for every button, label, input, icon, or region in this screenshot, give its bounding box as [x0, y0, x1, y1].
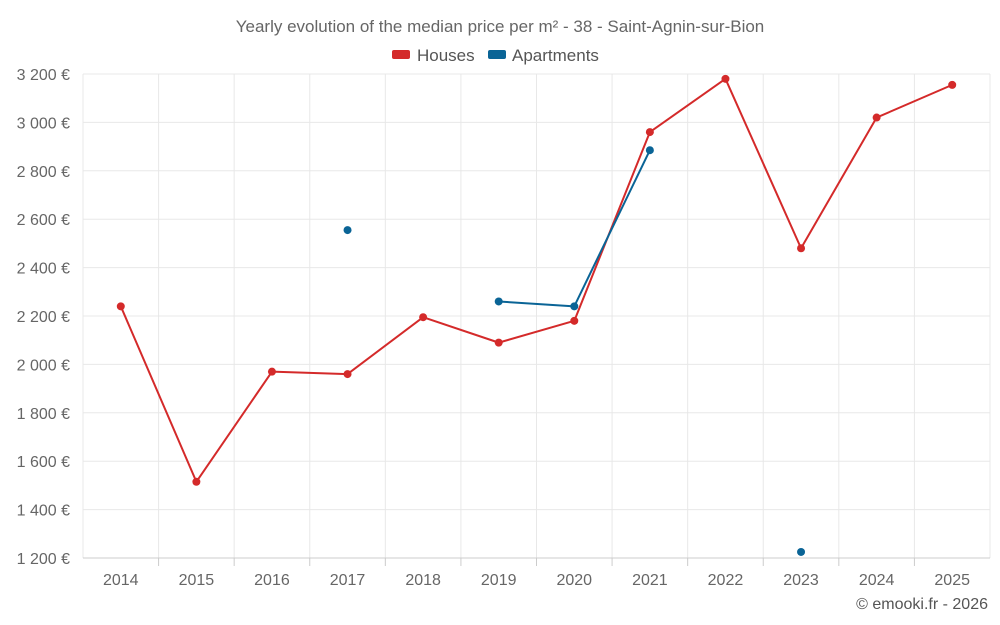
x-tick-label: 2021 — [632, 572, 668, 589]
legend-label-apartments[interactable]: Apartments — [512, 46, 599, 65]
y-tick-label: 1 800 € — [17, 406, 70, 423]
legend-swatch-houses — [392, 50, 410, 59]
x-axis-labels: 2014 2015 2016 2017 2018 2019 2020 2021 2022 2023… — [103, 572, 970, 589]
x-tick-label: 2019 — [481, 572, 517, 589]
y-tick-label: 3 200 € — [17, 67, 70, 84]
series-apartments — [343, 146, 806, 556]
data-point-houses-2018[interactable] — [419, 313, 428, 322]
series-houses — [116, 74, 957, 486]
y-tick-label: 2 400 € — [17, 261, 70, 278]
data-point-houses-2015[interactable] — [192, 477, 201, 486]
y-tick-label: 2 800 € — [17, 164, 70, 181]
data-point-houses-2022[interactable] — [721, 74, 730, 83]
x-tick-label: 2017 — [330, 572, 366, 589]
x-gridlines — [82, 74, 991, 566]
y-tick-label: 3 000 € — [17, 115, 70, 132]
data-point-houses-2017[interactable] — [343, 370, 352, 379]
x-tick-label: 2020 — [556, 572, 592, 589]
legend-swatch-apartments — [488, 50, 506, 59]
data-point-houses-2021[interactable] — [645, 128, 654, 137]
data-point-houses-2025[interactable] — [948, 80, 957, 89]
y-tick-label: 2 000 € — [17, 357, 70, 374]
data-point-houses-2019[interactable] — [494, 338, 503, 347]
y-tick-label: 1 600 € — [17, 454, 70, 471]
data-point-apartments-2023[interactable] — [797, 547, 806, 556]
legend: Houses Apartments — [392, 46, 599, 65]
x-tick-label: 2015 — [179, 572, 215, 589]
credit-text: © emooki.fr - 2026 — [856, 596, 988, 613]
data-point-houses-2020[interactable] — [570, 316, 579, 325]
x-tick-label: 2025 — [934, 572, 970, 589]
data-point-houses-2024[interactable] — [872, 113, 881, 122]
data-point-houses-2023[interactable] — [797, 244, 806, 253]
data-point-apartments-2021[interactable] — [645, 146, 654, 155]
data-point-apartments-2017[interactable] — [343, 226, 352, 235]
y-axis-labels: 1 200 € 1 400 € 1 600 € 1 800 € 2 000 € 2 200… — [17, 67, 70, 568]
x-tick-label: 2018 — [405, 572, 441, 589]
y-tick-label: 1 400 € — [17, 503, 70, 520]
x-tick-label: 2016 — [254, 572, 290, 589]
chart-title: Yearly evolution of the median price per… — [236, 17, 765, 36]
x-tick-label: 2023 — [783, 572, 819, 589]
x-tick-label: 2014 — [103, 572, 139, 589]
series-line-apartments — [498, 149, 651, 308]
series-line-houses — [119, 77, 953, 483]
y-tick-label: 2 600 € — [17, 212, 70, 229]
data-point-houses-2016[interactable] — [267, 367, 276, 376]
data-point-apartments-2019[interactable] — [494, 297, 503, 306]
x-tick-label: 2024 — [859, 572, 895, 589]
series-layer — [116, 74, 957, 556]
y-tick-label: 2 200 € — [17, 309, 70, 326]
y-tick-label: 1 200 € — [17, 551, 70, 568]
legend-label-houses[interactable]: Houses — [417, 46, 475, 65]
data-point-apartments-2020[interactable] — [570, 302, 579, 311]
x-tick-label: 2022 — [708, 572, 744, 589]
data-point-houses-2014[interactable] — [116, 302, 125, 311]
